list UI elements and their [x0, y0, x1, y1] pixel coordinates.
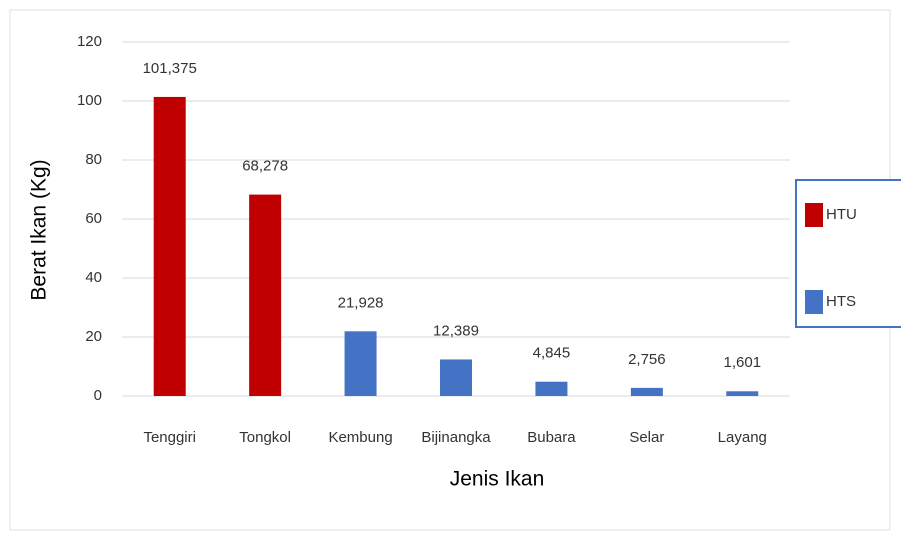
- chart-frame: [9, 9, 891, 531]
- y-tick-label: 80: [85, 151, 102, 168]
- x-tick-label: Layang: [718, 429, 767, 446]
- y-tick-label: 20: [85, 328, 102, 345]
- bar: [344, 331, 377, 396]
- y-tick-label: 0: [94, 387, 102, 404]
- y-tick-label: 100: [77, 92, 102, 109]
- legend-label: HTU: [826, 206, 857, 223]
- data-label: 4,845: [533, 345, 571, 362]
- data-label: 21,928: [338, 294, 384, 311]
- data-label: 12,389: [433, 322, 479, 339]
- bar: [440, 359, 472, 396]
- y-tick-label: 120: [77, 33, 102, 50]
- x-axis-title: Jenis Ikan: [450, 468, 545, 491]
- bar: [630, 387, 663, 396]
- bar: [535, 381, 568, 396]
- data-label: 2,756: [628, 351, 666, 368]
- x-tick-label: Kembung: [328, 429, 392, 446]
- x-tick-label: Selar: [629, 429, 664, 446]
- bar: [726, 391, 759, 396]
- bar: [153, 96, 186, 396]
- x-tick-label: Bubara: [527, 429, 576, 446]
- legend-label: HTS: [826, 293, 856, 310]
- x-tick-label: Tongkol: [239, 429, 291, 446]
- data-label: 68,278: [242, 158, 288, 175]
- y-tick-label: 40: [85, 269, 102, 286]
- x-tick-label: Tenggiri: [143, 429, 196, 446]
- legend-swatch: [805, 203, 823, 227]
- y-tick-label: 60: [85, 210, 102, 227]
- data-label: 101,375: [143, 60, 197, 77]
- y-axis-title: Berat Ikan (Kg): [28, 159, 51, 300]
- x-tick-label: Bijinangka: [421, 429, 491, 446]
- legend-swatch: [805, 290, 823, 314]
- bar: [249, 194, 282, 396]
- data-label: 1,601: [724, 354, 762, 371]
